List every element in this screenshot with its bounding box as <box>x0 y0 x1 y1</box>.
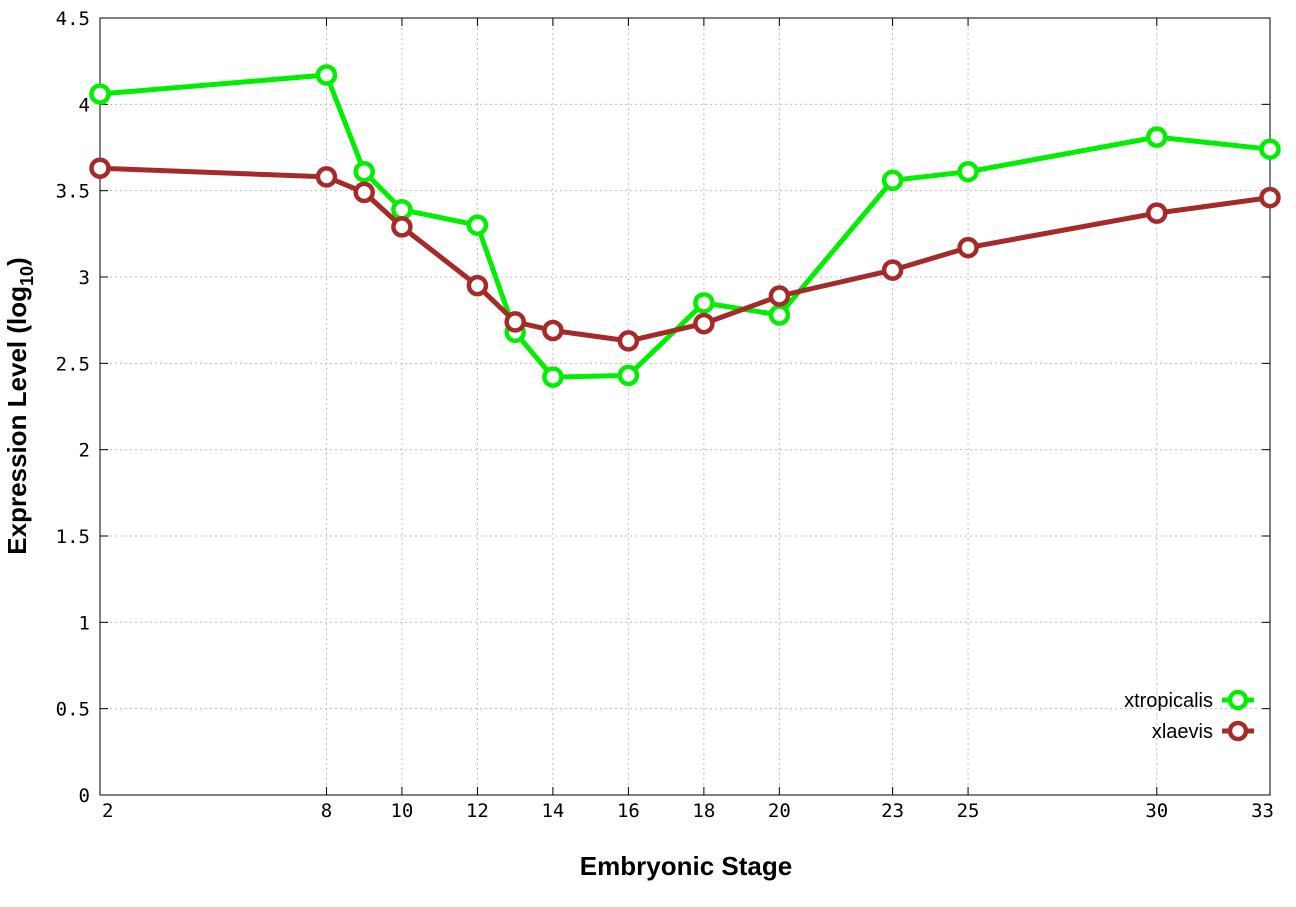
x-axis-title: Embryonic Stage <box>580 851 792 881</box>
data-point-xlaevis <box>315 166 338 188</box>
data-point-xtropicalis <box>391 198 413 221</box>
y-tick-label: 1 <box>79 612 90 634</box>
data-point-xtropicalis <box>617 364 640 387</box>
grid-lines <box>100 18 1270 795</box>
data-point-xlaevis <box>466 274 489 297</box>
data-point-xlaevis <box>89 157 111 179</box>
plot-frame <box>99 17 1271 796</box>
data-point-xtropicalis <box>542 366 564 388</box>
y-axis-title-close: ) <box>2 257 32 266</box>
series-group <box>89 64 1281 388</box>
data-point-xlaevis <box>1146 202 1168 224</box>
data-point-xtropicalis <box>1259 138 1281 160</box>
y-tick-label: 1.5 <box>56 526 90 548</box>
data-point-xlaevis <box>768 285 791 307</box>
data-point-xlaevis <box>957 236 979 259</box>
data-point-xtropicalis <box>881 169 904 192</box>
x-tick-label: 2 <box>102 800 113 822</box>
data-point-xlaevis <box>391 216 413 238</box>
legend-label-xlaevis: xlaevis <box>1152 721 1213 743</box>
data-point-xtropicalis <box>768 304 791 326</box>
legend-marker-xlaevis <box>1227 720 1249 742</box>
y-tick-label: 3.5 <box>56 181 90 203</box>
y-tick-label: 4 <box>79 94 90 116</box>
series-line-xlaevis <box>99 165 1271 344</box>
y-axis-title: Expression Level (log10) <box>2 257 37 554</box>
x-tick-label: 12 <box>466 800 489 822</box>
x-tick-label: 33 <box>1251 800 1274 822</box>
data-point-xlaevis <box>617 330 640 352</box>
data-point-xtropicalis <box>353 160 375 183</box>
data-point-xtropicalis <box>693 292 715 314</box>
x-tick-label: 10 <box>390 800 413 822</box>
data-point-xlaevis <box>542 319 564 342</box>
data-point-xtropicalis <box>466 214 489 236</box>
x-tick-label: 18 <box>692 800 715 822</box>
legend: xtropicalis xlaevis <box>1124 689 1254 743</box>
y-axis-title-subscript: 10 <box>17 266 37 286</box>
legend-label-xtropicalis: xtropicalis <box>1124 690 1213 712</box>
x-tick-label: 14 <box>541 800 564 822</box>
data-point-xtropicalis <box>1146 126 1168 148</box>
y-axis-title-main: Expression Level (log <box>2 286 32 555</box>
data-point-xtropicalis <box>315 64 338 86</box>
data-point-xlaevis <box>504 311 526 333</box>
data-point-xlaevis <box>1259 186 1281 209</box>
x-tick-label: 30 <box>1145 800 1168 822</box>
y-tick-label: 4.5 <box>56 8 90 30</box>
x-tick-label: 23 <box>881 800 904 822</box>
x-tick-label: 8 <box>321 800 332 822</box>
y-tick-label: 0 <box>79 785 90 807</box>
x-tick-label: 16 <box>617 800 640 822</box>
y-tick-label: 3 <box>79 267 90 289</box>
legend-marker-xtropicalis <box>1227 689 1249 711</box>
y-tick-label: 0.5 <box>56 699 90 721</box>
x-tick-label: 20 <box>768 800 791 822</box>
data-point-xlaevis <box>353 181 375 204</box>
data-point-xtropicalis <box>89 83 111 105</box>
x-tick-label: 25 <box>957 800 980 822</box>
y-tick-label: 2.5 <box>56 353 90 375</box>
axis-ticks: 0 0.5 1 1.5 2 2.5 3 3.5 4 4.5 2 8 10 12 14 16 18 20 23 25 30… <box>56 8 1274 822</box>
data-point-xlaevis <box>693 312 715 335</box>
y-tick-label: 2 <box>79 440 90 462</box>
data-point-xlaevis <box>881 259 904 281</box>
data-point-xtropicalis <box>957 160 979 183</box>
